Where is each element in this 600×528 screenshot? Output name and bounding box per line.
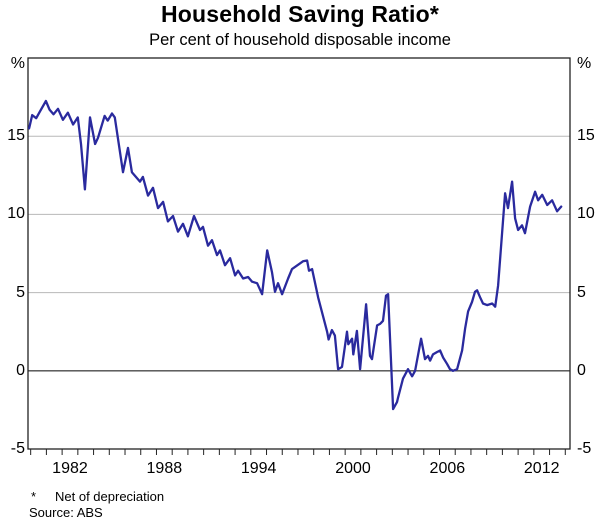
x-year-label-1988: 1988	[146, 460, 183, 477]
chart-footnote: * Net of depreciation	[31, 489, 164, 504]
y-axis-unit-left: %	[10, 55, 25, 72]
footnote-asterisk: *	[31, 489, 37, 504]
y-tick-label-left-5: 5	[16, 283, 25, 301]
y-tick-label-left-0: 0	[16, 361, 25, 379]
saving-ratio-line	[27, 99, 563, 411]
footnote-text: Net of depreciation	[55, 489, 165, 504]
x-year-label-1994: 1994	[240, 460, 277, 477]
y-tick-label-left-10: 10	[7, 205, 25, 223]
y-tick-label-right-10: 10	[577, 205, 595, 223]
x-year-label-2006: 2006	[429, 460, 466, 477]
y-tick-label-right--5: -5	[577, 440, 592, 457]
chart-title: Household Saving Ratio*	[160, 1, 440, 27]
y-tick-label-left--5: -5	[10, 440, 25, 457]
y-tick-label-left-15: 15	[7, 127, 25, 145]
y-tick-label-right-5: 5	[577, 283, 586, 301]
y-tick-label-right-15: 15	[577, 127, 595, 145]
y-tick-label-right-0: 0	[577, 361, 586, 379]
x-year-label-2000: 2000	[335, 460, 371, 477]
y-axis-unit-right: %	[577, 55, 592, 72]
x-year-label-2012: 2012	[523, 460, 560, 477]
x-year-label-1982: 1982	[52, 460, 88, 477]
chart-source: Source: ABS	[29, 505, 103, 520]
chart-subtitle: Per cent of household disposable income	[149, 31, 451, 49]
plot-frame	[27, 57, 571, 450]
